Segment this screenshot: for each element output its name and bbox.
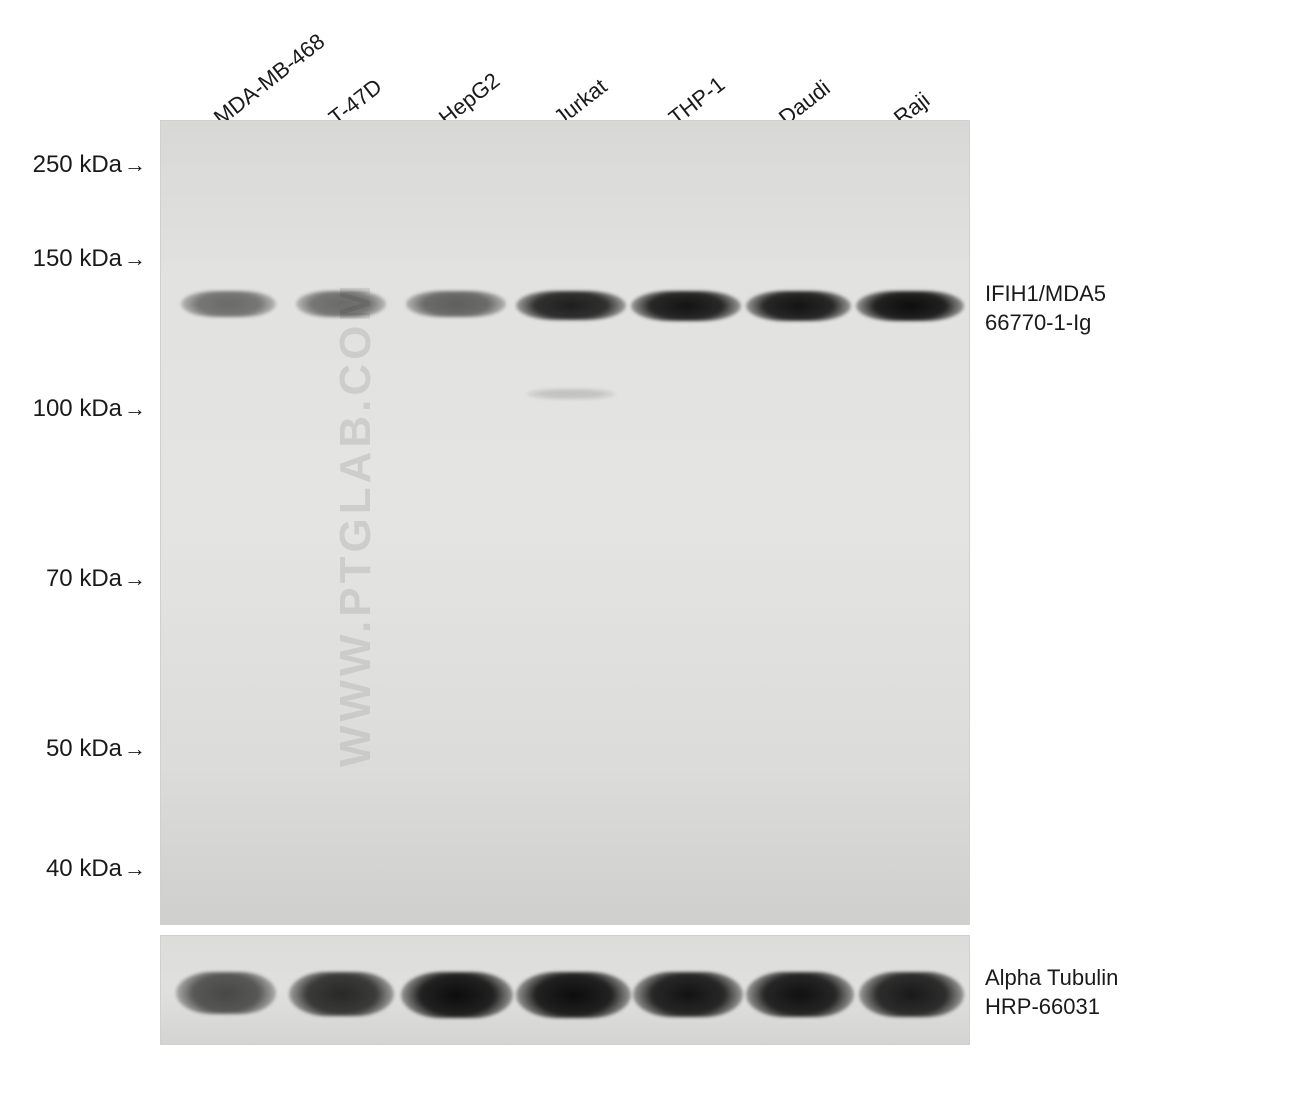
mw-text: 40 kDa [46, 855, 122, 882]
main-blot-panel: WWW.PTGLAB.COM [160, 120, 970, 925]
antibody-name: Alpha Tubulin [985, 964, 1118, 993]
lane-label: MDA-MB-468 [209, 28, 330, 131]
watermark-text: WWW.PTGLAB.COM [331, 281, 381, 767]
control-blot-panel [160, 935, 970, 1045]
mw-text: 250 kDa [33, 151, 122, 178]
blot-band [633, 972, 743, 1017]
mw-text: 150 kDa [33, 245, 122, 272]
mw-text: 50 kDa [46, 735, 122, 762]
arrow-icon: → [124, 736, 146, 762]
blot-band [176, 972, 276, 1014]
blot-band [406, 291, 506, 317]
blot-band [401, 972, 513, 1018]
mw-marker: 150 kDa→ [33, 245, 146, 273]
arrow-icon: → [124, 246, 146, 272]
blot-band [746, 291, 851, 321]
mw-marker: 50 kDa→ [46, 735, 146, 763]
blot-band [181, 291, 276, 317]
blot-band [746, 972, 854, 1017]
arrow-icon: → [124, 566, 146, 592]
mw-marker: 100 kDa→ [33, 395, 146, 423]
blot-band [296, 291, 386, 317]
arrow-icon: → [124, 856, 146, 882]
mw-text: 100 kDa [33, 395, 122, 422]
antibody-catalog: HRP-66031 [985, 993, 1118, 1022]
blot-band [631, 291, 741, 321]
target-antibody-label: IFIH1/MDA5 66770-1-Ig [985, 280, 1106, 337]
blot-band [526, 389, 616, 399]
arrow-icon: → [124, 152, 146, 178]
blot-band [516, 972, 631, 1018]
arrow-icon: → [124, 396, 146, 422]
mw-marker: 40 kDa→ [46, 855, 146, 883]
antibody-catalog: 66770-1-Ig [985, 309, 1106, 338]
blot-band [859, 972, 964, 1017]
blot-band [289, 972, 394, 1016]
antibody-name: IFIH1/MDA5 [985, 280, 1106, 309]
lane-label-row: MDA-MB-468 T-47D HepG2 Jurkat THP-1 Daud… [0, 10, 1293, 130]
blot-band [856, 291, 964, 321]
mw-text: 70 kDa [46, 565, 122, 592]
western-blot-figure: MDA-MB-468 T-47D HepG2 Jurkat THP-1 Daud… [0, 0, 1293, 1099]
control-antibody-label: Alpha Tubulin HRP-66031 [985, 964, 1118, 1021]
mw-marker: 250 kDa→ [33, 151, 146, 179]
blot-band [516, 291, 626, 320]
mw-marker: 70 kDa→ [46, 565, 146, 593]
